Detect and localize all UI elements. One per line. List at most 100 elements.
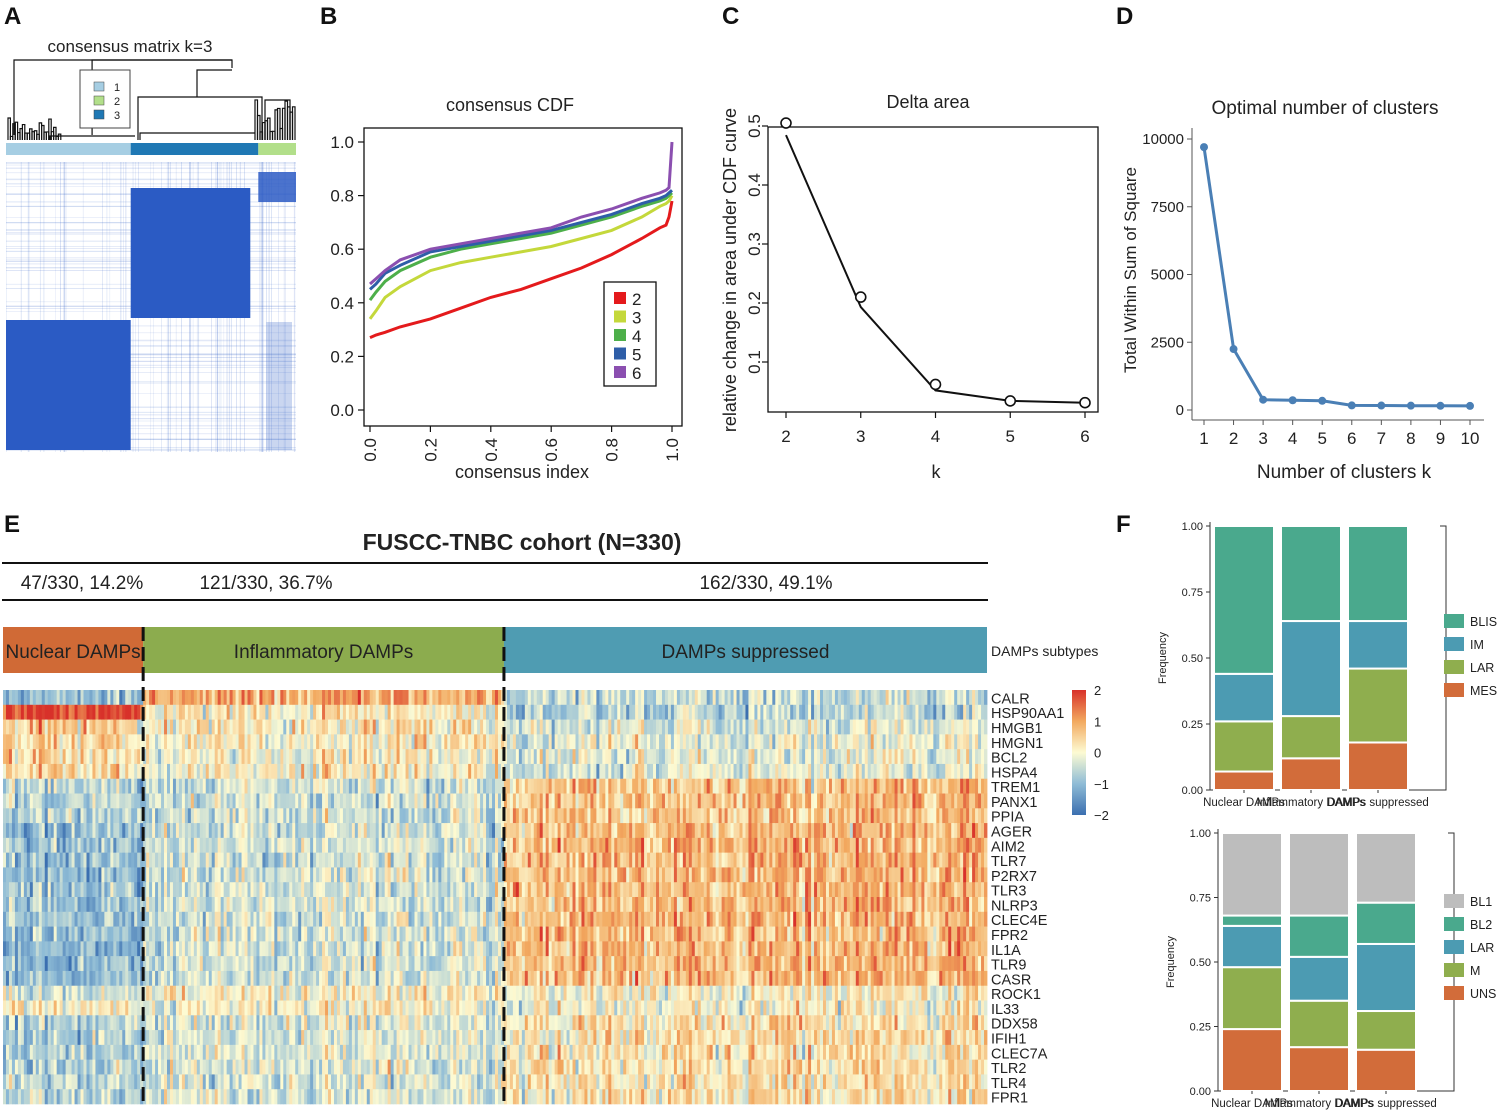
heatmap-cell <box>202 956 207 972</box>
heatmap-cell <box>411 823 415 839</box>
heatmap-cell <box>119 690 123 706</box>
heatmap-cell <box>56 956 61 972</box>
heatmap-cell <box>459 704 463 720</box>
heatmap-cell <box>378 793 383 809</box>
heatmap-cell <box>169 882 174 898</box>
heatmap-cell <box>354 763 359 780</box>
heatmap-cell <box>289 970 293 987</box>
heatmap-cell <box>259 1074 263 1090</box>
heatmap-cell <box>480 719 484 735</box>
heatmap-cell <box>441 882 445 898</box>
heatmap-cell <box>110 867 114 883</box>
heatmap-cell <box>345 1089 350 1105</box>
heatmap-cell <box>351 690 356 706</box>
heatmap-cell <box>146 956 150 972</box>
heatmap-cell <box>256 941 260 957</box>
heatmap-cell <box>193 763 198 780</box>
heatmap-cell <box>62 734 67 750</box>
group-stat-2: 121/330, 36.7% <box>199 573 332 594</box>
heatmap-cell <box>184 1059 189 1075</box>
heatmap-cell <box>172 1089 177 1105</box>
heatmap-cell <box>122 837 126 853</box>
heatmap-cell <box>420 823 424 839</box>
heatmap-cell <box>205 985 210 1001</box>
heatmap-cell <box>262 926 266 942</box>
heatmap-cell <box>459 823 463 839</box>
heatmap-cell <box>316 823 320 839</box>
heatmap-cell <box>295 911 299 927</box>
heatmap-cell <box>116 941 120 957</box>
heatmap-cell <box>226 704 231 720</box>
heatmap-cell <box>223 1000 228 1016</box>
heatmap-cell <box>313 808 317 824</box>
heatmap-cell <box>250 911 254 927</box>
heatmap-cell <box>137 941 141 957</box>
heatmap-cell <box>104 941 108 957</box>
heatmap-cell <box>217 823 222 839</box>
panel-b-legend-label-5: 5 <box>632 346 641 365</box>
heatmap-cell <box>468 867 472 883</box>
heatmap-cell <box>351 926 356 942</box>
heatmap-cell <box>32 985 37 1001</box>
heatmap-cell <box>369 1074 374 1090</box>
heatmap-cell <box>208 956 213 972</box>
heatmap-cell <box>238 852 242 868</box>
heatmap-cell <box>456 763 460 780</box>
panel-e-title: FUSCC-TNBC cohort (N=330) <box>363 529 682 555</box>
heatmap-cell <box>11 985 16 1001</box>
heatmap-cell <box>181 1015 186 1031</box>
heatmap-cell <box>444 837 448 853</box>
heatmap-cell <box>68 778 72 794</box>
heatmap-cell <box>283 941 287 957</box>
heatmap-cell <box>59 778 64 794</box>
heatmap-cell <box>125 1059 129 1075</box>
heatmap-cell <box>387 911 392 927</box>
heatmap-cell <box>369 1000 374 1016</box>
heatmap-cell <box>193 852 198 868</box>
heatmap-cell <box>456 749 460 765</box>
delta-area-point-k2 <box>780 117 792 129</box>
heatmap-cell <box>333 1089 338 1105</box>
heatmap-cell <box>238 823 242 839</box>
heatmap-cell <box>265 778 269 794</box>
heatmap-cell <box>41 1044 46 1060</box>
heatmap-cell <box>465 690 469 706</box>
heatmap-cell <box>125 852 129 868</box>
heatmap-cell <box>331 1059 335 1075</box>
heatmap-cell <box>38 1059 43 1075</box>
heatmap-cell <box>47 734 52 750</box>
heatmap-cell <box>301 956 305 972</box>
heatmap-cell <box>128 763 132 780</box>
heatmap-cell <box>35 852 40 868</box>
heatmap-cell <box>50 1074 55 1090</box>
heatmap-cell <box>456 882 460 898</box>
heatmap-cell <box>196 1044 201 1060</box>
heatmap-cell <box>11 778 16 794</box>
heatmap-cell <box>223 837 228 853</box>
heatmap-cell <box>375 1074 380 1090</box>
panel-b-xlabel: consensus index <box>455 462 589 482</box>
heatmap-cell <box>450 911 454 927</box>
heatmap-cell <box>298 793 302 809</box>
heatmap-cell <box>32 704 37 720</box>
heatmap-cell <box>384 926 389 942</box>
heatmap-cell <box>328 778 332 794</box>
heatmap-cell <box>468 734 472 750</box>
heatmap-cell <box>256 749 260 765</box>
heatmap-cell <box>241 852 245 868</box>
heatmap-cell <box>214 852 219 868</box>
panel-d-elbow-plot: Optimal number of clusters02500500075001… <box>1121 98 1484 483</box>
heatmap-cell <box>35 1074 40 1090</box>
heatmap-cell <box>119 734 123 750</box>
heatmap-cell <box>3 1044 7 1060</box>
heatmap-cell <box>277 970 281 987</box>
heatmap-cell <box>414 1074 418 1090</box>
heatmap-cell <box>235 719 239 735</box>
group-stat-3: 162/330, 49.1% <box>699 573 832 594</box>
heatmap-cell <box>143 941 147 957</box>
heatmap-cell <box>247 867 251 883</box>
heatmap-cell <box>235 1000 239 1016</box>
heatmap-cell <box>348 852 353 868</box>
heatmap-cell <box>20 690 25 706</box>
heatmap-cell <box>164 778 168 794</box>
